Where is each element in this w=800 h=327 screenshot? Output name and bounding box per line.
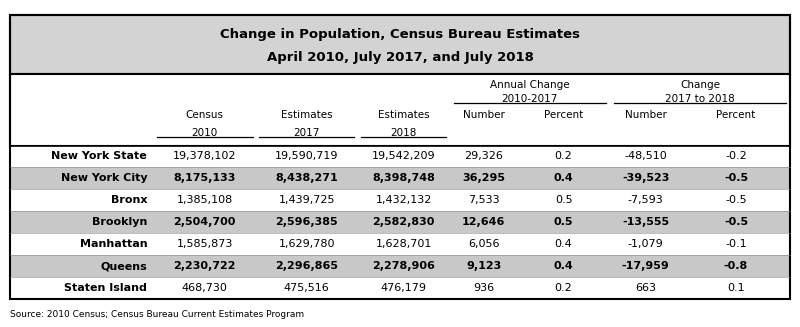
Text: Bronx: Bronx [110, 196, 147, 205]
Text: 476,179: 476,179 [381, 283, 426, 293]
Text: Change: Change [680, 80, 720, 90]
Text: 0.2: 0.2 [554, 283, 573, 293]
Bar [10, 277, 790, 299]
Text: 1,432,132: 1,432,132 [375, 196, 432, 205]
Text: New York State: New York State [51, 151, 147, 162]
Text: April 2010, July 2017, and July 2018: April 2010, July 2017, and July 2018 [266, 51, 534, 63]
Bar [10, 233, 790, 255]
Text: -0.5: -0.5 [725, 196, 747, 205]
Text: 2,582,830: 2,582,830 [373, 217, 434, 227]
Text: Percent: Percent [716, 110, 756, 120]
Text: -0.2: -0.2 [725, 151, 747, 162]
Bar [10, 211, 790, 233]
Bar [10, 167, 790, 189]
Text: Percent: Percent [544, 110, 583, 120]
Bar [10, 74, 790, 146]
Text: 36,295: 36,295 [462, 173, 505, 183]
Text: -1,079: -1,079 [628, 239, 663, 249]
Text: -0.1: -0.1 [725, 239, 747, 249]
Bar [10, 189, 790, 211]
Text: 2017 to 2018: 2017 to 2018 [665, 95, 735, 104]
Text: 468,730: 468,730 [182, 283, 228, 293]
Text: 0.4: 0.4 [554, 261, 574, 271]
Bar [10, 146, 790, 167]
Text: -0.5: -0.5 [724, 217, 748, 227]
Text: 2,504,700: 2,504,700 [174, 217, 236, 227]
Text: 0.5: 0.5 [554, 196, 573, 205]
Text: Change in Population, Census Bureau Estimates: Change in Population, Census Bureau Esti… [220, 28, 580, 41]
Text: 29,326: 29,326 [464, 151, 503, 162]
Text: 2,596,385: 2,596,385 [275, 217, 338, 227]
Text: 1,439,725: 1,439,725 [278, 196, 335, 205]
Text: 12,646: 12,646 [462, 217, 506, 227]
Text: 0.1: 0.1 [727, 283, 745, 293]
Text: 1,585,873: 1,585,873 [177, 239, 233, 249]
Text: 475,516: 475,516 [284, 283, 330, 293]
Text: 19,590,719: 19,590,719 [275, 151, 338, 162]
Bar [10, 255, 790, 277]
Text: Queens: Queens [101, 261, 147, 271]
Text: Number: Number [625, 110, 666, 120]
Text: 6,056: 6,056 [468, 239, 499, 249]
Text: -0.8: -0.8 [724, 261, 748, 271]
Text: 9,123: 9,123 [466, 261, 502, 271]
Text: Annual Change: Annual Change [490, 80, 570, 90]
Text: 936: 936 [473, 283, 494, 293]
Text: Estimates: Estimates [281, 110, 333, 120]
Text: Number: Number [462, 110, 505, 120]
Text: Manhattan: Manhattan [79, 239, 147, 249]
Text: 2,278,906: 2,278,906 [372, 261, 435, 271]
Text: 0.5: 0.5 [554, 217, 574, 227]
Text: Source: 2010 Census; Census Bureau Current Estimates Program: Source: 2010 Census; Census Bureau Curre… [10, 310, 304, 319]
Text: -17,959: -17,959 [622, 261, 670, 271]
Text: 0.4: 0.4 [554, 239, 573, 249]
Text: -13,555: -13,555 [622, 217, 669, 227]
Text: 2018: 2018 [390, 128, 417, 138]
Text: 0.4: 0.4 [554, 173, 574, 183]
Text: -39,523: -39,523 [622, 173, 670, 183]
Text: 2,230,722: 2,230,722 [174, 261, 236, 271]
Text: -48,510: -48,510 [624, 151, 667, 162]
Text: 663: 663 [635, 283, 656, 293]
Bar [10, 15, 790, 74]
Text: -7,593: -7,593 [628, 196, 663, 205]
Text: Estimates: Estimates [378, 110, 430, 120]
Text: 7,533: 7,533 [468, 196, 499, 205]
Text: 2010: 2010 [192, 128, 218, 138]
Text: 8,438,271: 8,438,271 [275, 173, 338, 183]
Text: -0.5: -0.5 [724, 173, 748, 183]
Text: 8,175,133: 8,175,133 [174, 173, 236, 183]
Text: 2010-2017: 2010-2017 [502, 95, 558, 104]
Text: 19,378,102: 19,378,102 [173, 151, 237, 162]
Text: 8,398,748: 8,398,748 [372, 173, 435, 183]
Text: 19,542,209: 19,542,209 [372, 151, 435, 162]
Text: Staten Island: Staten Island [64, 283, 147, 293]
Text: 2,296,865: 2,296,865 [275, 261, 338, 271]
Text: 0.2: 0.2 [554, 151, 573, 162]
Text: 1,629,780: 1,629,780 [278, 239, 335, 249]
Text: 2017: 2017 [294, 128, 320, 138]
Bar [10, 15, 790, 299]
Text: New York City: New York City [61, 173, 147, 183]
Text: Brooklyn: Brooklyn [92, 217, 147, 227]
Text: 1,385,108: 1,385,108 [177, 196, 233, 205]
Text: Census: Census [186, 110, 224, 120]
Text: 1,628,701: 1,628,701 [375, 239, 432, 249]
